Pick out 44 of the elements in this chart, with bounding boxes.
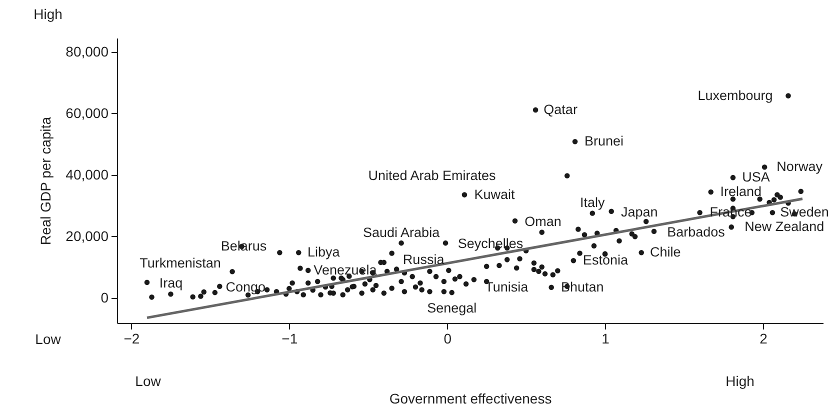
annotation: Estonia — [582, 252, 628, 268]
annotation: Chile — [650, 244, 681, 260]
y-tick-label: 20,000 — [66, 228, 109, 244]
y-tick-label: 60,000 — [66, 104, 109, 121]
text: Low — [135, 373, 162, 389]
annotation: Japan — [620, 204, 658, 220]
annotation: Senegal — [427, 300, 477, 316]
annotation: Saudi Arabia — [363, 225, 440, 240]
annotation: Norway — [776, 159, 823, 174]
y-tick-label: 0 — [100, 289, 109, 306]
annotation: Turkmenistan — [140, 256, 221, 271]
x-tick-label: −2 — [124, 330, 140, 346]
annotation: Venezuela — [314, 262, 378, 278]
x-tick-label: 0 — [444, 330, 452, 346]
annotation: Tunisia — [485, 279, 529, 294]
annotation: Russia — [402, 252, 445, 268]
text: High — [726, 373, 754, 389]
annotation: Congo — [226, 279, 266, 294]
annotation: Ireland — [720, 184, 762, 200]
annotation: Oman — [524, 214, 562, 229]
x-tick-label: 2 — [760, 330, 768, 346]
annotation: Italy — [580, 195, 606, 210]
x-tick-label: −1 — [282, 330, 298, 346]
annotation: Iraq — [159, 275, 183, 290]
annotation: Barbados — [667, 224, 726, 240]
annotation: Brunei — [584, 134, 624, 149]
annotation: New Zealand — [744, 219, 824, 234]
annotation: USA — [742, 170, 770, 185]
annotation: United Arab Emirates — [368, 168, 496, 183]
x-tick-label: 1 — [602, 330, 610, 346]
annotation: Bhutan — [560, 279, 604, 294]
annotation: Belarus — [220, 238, 267, 254]
y-tick-label: 80,000 — [66, 43, 109, 60]
y-axis-title: Real GDP per capita — [38, 116, 54, 246]
annotation: Qatar — [544, 102, 578, 117]
annotation: Kuwait — [474, 186, 515, 202]
text: Low — [35, 331, 62, 347]
annotation: Sweden — [780, 204, 829, 220]
text: High — [34, 6, 62, 22]
x-axis-title: Government effectiveness — [389, 390, 552, 406]
annotation: Libya — [307, 244, 340, 260]
y-tick-label: 40,000 — [66, 166, 109, 182]
annotation: Seychelles — [458, 236, 524, 252]
annotation: Luxembourg — [698, 88, 773, 103]
